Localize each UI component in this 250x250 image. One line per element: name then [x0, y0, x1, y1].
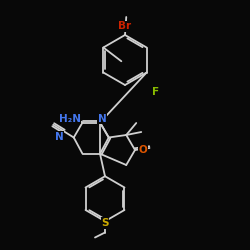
- Text: Br: Br: [118, 21, 132, 31]
- Text: H₂N: H₂N: [58, 114, 80, 124]
- Text: N: N: [98, 114, 106, 124]
- Text: O: O: [138, 145, 147, 155]
- Text: N: N: [54, 132, 64, 142]
- Text: F: F: [152, 87, 159, 97]
- Text: S: S: [101, 218, 109, 228]
